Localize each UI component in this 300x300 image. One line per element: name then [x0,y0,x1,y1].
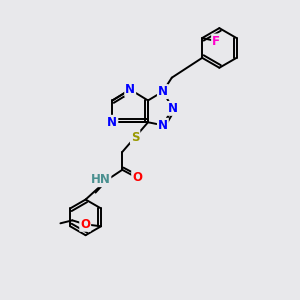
Text: N: N [107,116,117,129]
Text: N: N [168,102,178,115]
Text: O: O [132,171,142,184]
Text: N: N [158,85,168,98]
Text: S: S [131,130,140,144]
Text: F: F [212,34,220,47]
Text: O: O [80,218,90,231]
Text: N: N [125,83,135,96]
Text: HN: HN [91,173,110,186]
Text: N: N [158,119,168,132]
